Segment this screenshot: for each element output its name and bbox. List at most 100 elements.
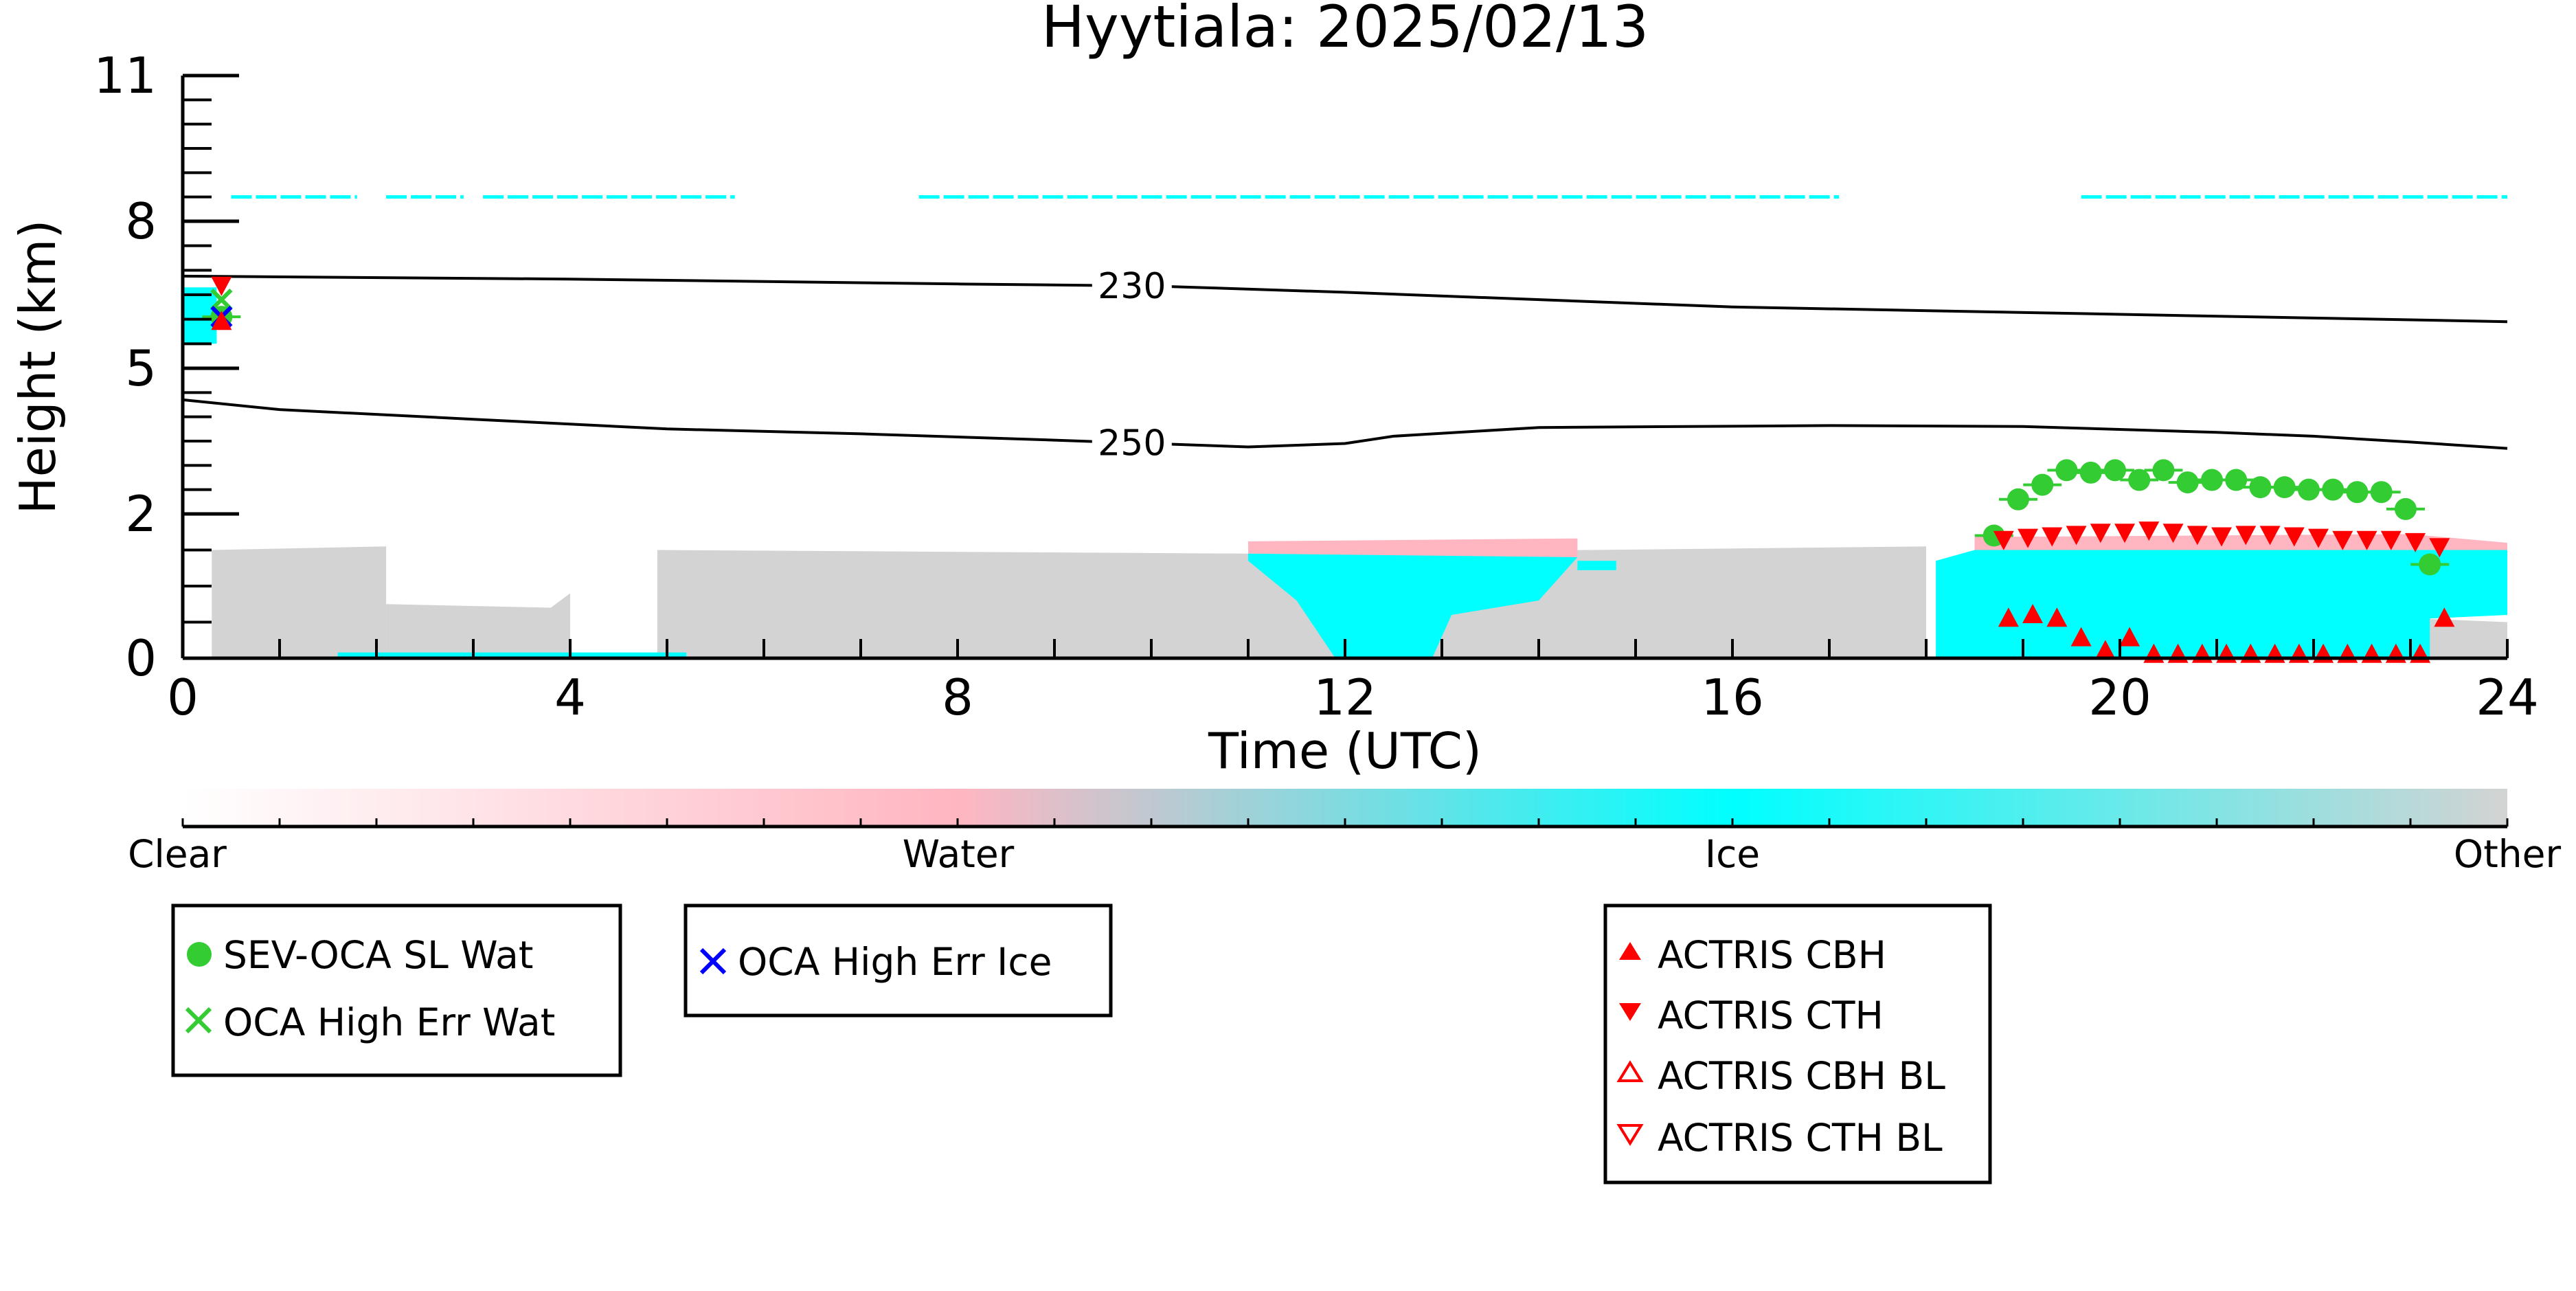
- marker-sev-oca-sl-wat: [2079, 461, 2102, 484]
- legend-frame: [683, 903, 1113, 1018]
- marker-actris-cth: [2429, 538, 2450, 558]
- marker-actris-cbh: [1998, 607, 2019, 627]
- legend-box-water: SEV-OCA SL Wat OCA High Err Wat: [171, 903, 622, 1077]
- x-tick-label: 8: [942, 669, 973, 726]
- marker-actris-cbh: [2070, 627, 2092, 647]
- y-tick-label: 8: [125, 192, 157, 250]
- legend-label: ACTRIS CTH BL: [1658, 1116, 1943, 1160]
- colorbar-label-water: Water: [903, 832, 1015, 876]
- legend-label: OCA High Err Wat: [223, 1000, 555, 1044]
- legend-label: ACTRIS CBH: [1658, 933, 1886, 977]
- marker-actris-cth: [2138, 521, 2160, 541]
- marker-sev-oca-sl-wat: [2322, 478, 2345, 501]
- cloud-region-other: [386, 593, 570, 658]
- cloud-region-ice: [1577, 561, 1616, 570]
- legend-label: ACTRIS CBH BL: [1658, 1054, 1945, 1098]
- marker-actris-cth: [2187, 526, 2208, 546]
- marker-sev-oca-sl-wat: [2152, 459, 2175, 482]
- y-tick-label: 0: [125, 629, 157, 687]
- x-tick-label: 16: [1701, 669, 1764, 726]
- legend-marker-actris-cbh: [1619, 942, 1641, 960]
- x-tick-label: 20: [2088, 669, 2151, 726]
- legend-box-ice: OCA High Err Ice: [683, 903, 1113, 1018]
- marker-sev-oca-sl-wat: [2007, 488, 2029, 510]
- x-axis-label: Time (UTC): [1208, 722, 1482, 780]
- legend-marker-actris-cth-bl: [1616, 1124, 1644, 1146]
- marker-sev-oca-sl-wat: [2128, 469, 2151, 491]
- cloud-regions: [183, 195, 2507, 658]
- marker-actris-cbh: [2434, 607, 2455, 627]
- marker-actris-cth: [2308, 528, 2329, 548]
- marker-actris-cth: [2211, 527, 2233, 547]
- colorbar-label-ice: Ice: [1705, 832, 1760, 876]
- marker-actris-cth: [2356, 530, 2377, 550]
- y-tick-label: 2: [125, 485, 157, 543]
- legend-marker-actris-cth: [1619, 1003, 1641, 1021]
- marker-sev-oca-sl-wat: [2273, 476, 2296, 499]
- legend-marker-actris-cbh-bl: [1616, 1060, 1644, 1082]
- y-ticks: 0 2 5 8 11: [93, 47, 239, 687]
- cloud-region-ice: [183, 287, 217, 344]
- y-axis-label: Height (km): [9, 220, 67, 515]
- legend-frame: [1603, 903, 1992, 1185]
- legend-frame: [171, 903, 622, 1077]
- marker-sev-oca-sl-wat: [2200, 469, 2223, 491]
- legend-label: SEV-OCA SL Wat: [223, 933, 533, 977]
- isotherm-label: 230: [1098, 266, 1166, 307]
- marker-sev-oca-sl-wat: [2370, 481, 2393, 504]
- marker-actris-cth: [2259, 526, 2281, 546]
- marker-sev-oca-sl-wat: [2249, 476, 2272, 499]
- x-tick-label: 24: [2476, 669, 2539, 726]
- marker-stroke: [210, 289, 233, 311]
- marker-actris-cth: [2283, 527, 2305, 547]
- legend-label: OCA High Err Ice: [738, 940, 1052, 984]
- isotherm-label: 250: [1098, 423, 1166, 464]
- marker-actris-cth: [2380, 530, 2402, 550]
- marker-actris-cth: [2162, 524, 2184, 543]
- chart-title: Hyytiala: 2025/02/13: [1041, 0, 1649, 60]
- marker-sev-oca-sl-wat: [2297, 478, 2320, 501]
- marker-actris-cbh: [211, 311, 232, 330]
- cloud-region-other: [2420, 618, 2507, 658]
- legend-marker-oca-high-err-ice: [699, 947, 727, 975]
- marker-sev-oca-sl-wat: [2225, 469, 2248, 491]
- y-tick-label: 11: [93, 47, 157, 104]
- x-tick-label: 0: [167, 669, 199, 726]
- marker-sev-oca-sl-wat: [2031, 473, 2054, 496]
- marker-oca-high-err-wat: [210, 289, 233, 311]
- marker-actris-cth: [2090, 524, 2111, 543]
- isotherm-label-bg: [1092, 423, 1172, 462]
- cloud-region-other: [212, 546, 387, 658]
- marker-actris-cth: [2332, 530, 2353, 550]
- isotherm-label-bg: [1092, 266, 1172, 305]
- marker-actris-cth: [1993, 530, 2014, 550]
- temperature-contours: 230 250: [182, 266, 2508, 464]
- y-tick-label: 5: [125, 339, 157, 397]
- marker-actris-cth: [2066, 526, 2087, 546]
- colorbar-ticks: [181, 818, 2509, 827]
- marker-sev-oca-sl-wat: [2419, 553, 2441, 576]
- marker-sev-oca-sl-wat: [2055, 459, 2078, 482]
- marker-actris-cbh: [2046, 607, 2068, 627]
- phase-colorbar: Clear Water Ice Other: [128, 789, 2561, 876]
- marker-actris-cth: [2018, 528, 2039, 548]
- x-tick-label: 12: [1313, 669, 1377, 726]
- isotherm-250: [182, 398, 2508, 450]
- marker-actris-cth: [2114, 524, 2136, 543]
- cloud-region-water: [1974, 534, 2507, 554]
- legend-label: ACTRIS CTH: [1658, 993, 1884, 1037]
- legend-box-actris: ACTRIS CBH ACTRIS CTH ACTRIS CBH BL ACTR…: [1603, 903, 1992, 1185]
- x-tick-label: 4: [554, 669, 586, 726]
- marker-actris-cbh: [2094, 640, 2116, 660]
- isotherm-230: [182, 274, 2508, 324]
- marker-sev-oca-sl-wat: [2394, 497, 2417, 520]
- colorbar-label-other: Other: [2454, 832, 2562, 876]
- plot-area: 230 250: [182, 195, 2508, 663]
- axes: 0 2 5 8 11 0 4 8 12 16 20 24: [93, 47, 2538, 726]
- cloud-region-ice: [1936, 550, 2507, 658]
- marker-actris-cbh: [2022, 604, 2044, 623]
- cloud-region-water: [1248, 538, 1578, 557]
- marker-actris-cbh: [2119, 627, 2140, 647]
